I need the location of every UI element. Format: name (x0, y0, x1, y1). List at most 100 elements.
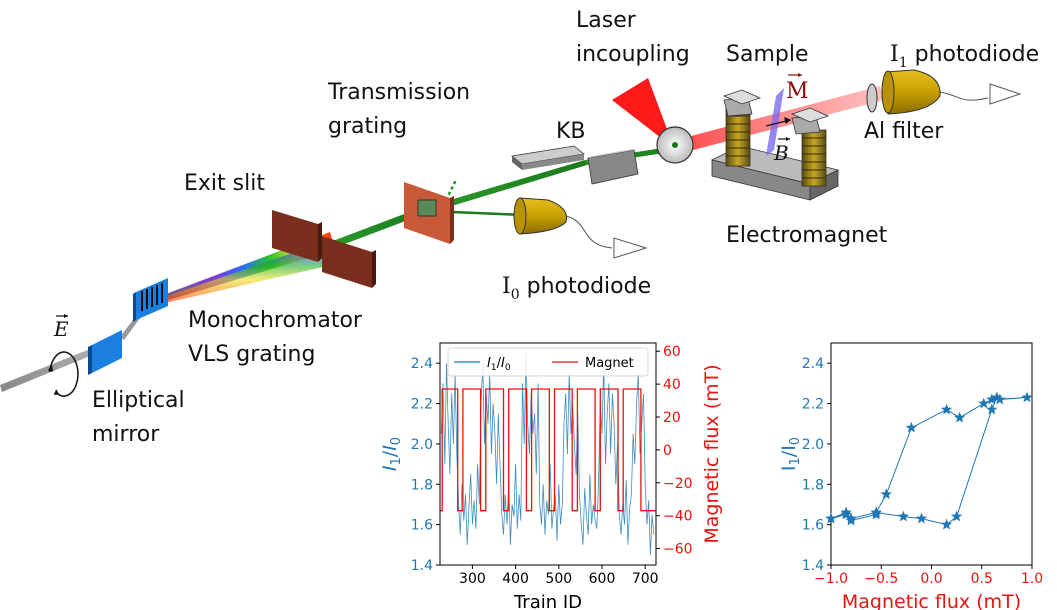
y2-tick-label: −20 (663, 476, 693, 492)
y2-tick-label: 20 (663, 410, 681, 426)
electromagnet-label: Electromagnet (726, 223, 888, 248)
x-tick-label: 700 (632, 571, 659, 587)
elliptical-label: Elliptical (92, 388, 185, 413)
green-beam-1 (330, 208, 424, 248)
grating-label: grating (328, 114, 407, 139)
diffraction-dots (444, 179, 458, 201)
transmission-label: Transmission (327, 80, 470, 105)
hysteresis-chart: −1.0 −0.5 0.0 0.5 1.0 1.4 1.6 1.8 2.0 2.2 2.4 Magne… (778, 342, 1043, 610)
y-tick-label: 2.4 (411, 356, 433, 372)
x-tick-label: 0.5 (971, 571, 993, 587)
dispersed-fan (150, 240, 345, 306)
y-tick-label: 2.0 (411, 437, 433, 453)
monochromator-label: Monochromator (188, 308, 363, 333)
series-line-magnet (440, 388, 656, 512)
y2-tick-label: 60 (663, 344, 681, 360)
y2-tick-label: 0 (663, 443, 672, 459)
x-tick-label: 1.0 (1021, 571, 1043, 587)
y-tick-label: 1.6 (411, 518, 433, 534)
data-point (950, 510, 963, 522)
data-point (1021, 391, 1033, 403)
data-point (905, 421, 918, 433)
laser-label: Laser (576, 8, 637, 33)
plot-frame (830, 342, 1033, 566)
y-axis-label: I1/I0 (778, 437, 803, 471)
incoupling-mirror (656, 126, 694, 164)
kb-mirrors (511, 145, 639, 185)
i0-photodiode-label: I0 photodiode (502, 274, 651, 303)
svg-text:E: E (53, 317, 69, 341)
magnetization-label: M (786, 73, 809, 104)
y-tick-label: 1.8 (411, 477, 433, 493)
time-trace-chart: 300 400 500 600 7001.41.61.82.02.22.4−60−40−… (379, 342, 723, 610)
legend-label-i1-i0: I1/I0 (487, 356, 511, 373)
efield-label: E (53, 314, 69, 341)
y2-tick-label: 40 (663, 377, 681, 393)
laser-cone (612, 78, 674, 148)
y-tick-label: 2.2 (802, 397, 824, 413)
x-tick-label: −0.5 (864, 571, 898, 587)
data-point (986, 393, 998, 405)
kb-label: KB (556, 119, 586, 144)
data-point (953, 411, 966, 423)
y-tick-label: 1.8 (802, 477, 824, 493)
x-tick-label: 400 (502, 571, 529, 587)
y2-tick-label: −40 (663, 509, 693, 525)
x-tick-label: 0.0 (920, 571, 942, 587)
data-point (940, 403, 953, 415)
y-tick-label: 1.6 (802, 518, 824, 534)
data-point (915, 512, 928, 524)
exit-slit (272, 210, 376, 288)
data-point (880, 488, 892, 500)
mirror-label: mirror (92, 422, 160, 447)
sample-plate (766, 88, 784, 156)
y-axis-label: I1/I0 (379, 437, 404, 471)
data-point (870, 506, 882, 518)
x-axis-label: Magnetic flux (mT) (842, 591, 1021, 610)
data-point (994, 393, 1006, 405)
green-beam-2 (430, 160, 587, 212)
y2-axis-label: Magnetic flux (mT) (701, 364, 723, 543)
y-tick-label: 1.4 (411, 558, 433, 574)
data-point (978, 397, 990, 409)
i0-photodiode (513, 197, 648, 259)
y-tick-label: 2.2 (411, 397, 433, 413)
x-tick-label: −1.0 (814, 571, 848, 587)
y2-tick-label: −60 (663, 542, 693, 558)
i1-photodiode-label: I1 photodiode (890, 42, 1039, 71)
plot-frame (439, 342, 657, 566)
x-tick-label: 600 (589, 571, 616, 587)
data-point (940, 518, 953, 530)
data-point (986, 403, 998, 415)
y-tick-label: 2.0 (802, 437, 824, 453)
monochromator-grating (133, 278, 168, 322)
i1-photodiode (881, 69, 1022, 115)
legend-box (447, 347, 649, 377)
data-point (845, 512, 857, 524)
vector-arrows (765, 117, 792, 127)
incoupling-label: incoupling (576, 42, 690, 67)
legend-label-magnet: Magnet (585, 356, 634, 371)
data-point (825, 512, 837, 524)
svg-text:M: M (786, 79, 809, 104)
y-tick-label: 1.4 (802, 558, 824, 574)
electromagnet (710, 89, 840, 201)
x-axis-label: Train ID (513, 592, 582, 610)
elliptical-mirror (88, 330, 122, 375)
al-filter-label: Al filter (864, 119, 944, 144)
data-point (991, 391, 1003, 403)
y-tick-label: 2.4 (802, 356, 824, 372)
x-tick-label: 500 (545, 571, 572, 587)
transmission-grating (404, 182, 454, 244)
hysteresis-line (830, 396, 1028, 526)
x-tick-label: 300 (459, 571, 486, 587)
data-point (840, 506, 852, 518)
vls-grating-label: VLS grating (188, 342, 315, 367)
data-point (897, 510, 910, 522)
field-label: B (773, 137, 790, 165)
first-order-beam (451, 210, 525, 217)
polarization-rotation-icon (47, 351, 79, 397)
series-line-i1-i0 (440, 353, 655, 555)
svg-text:B: B (773, 141, 789, 165)
